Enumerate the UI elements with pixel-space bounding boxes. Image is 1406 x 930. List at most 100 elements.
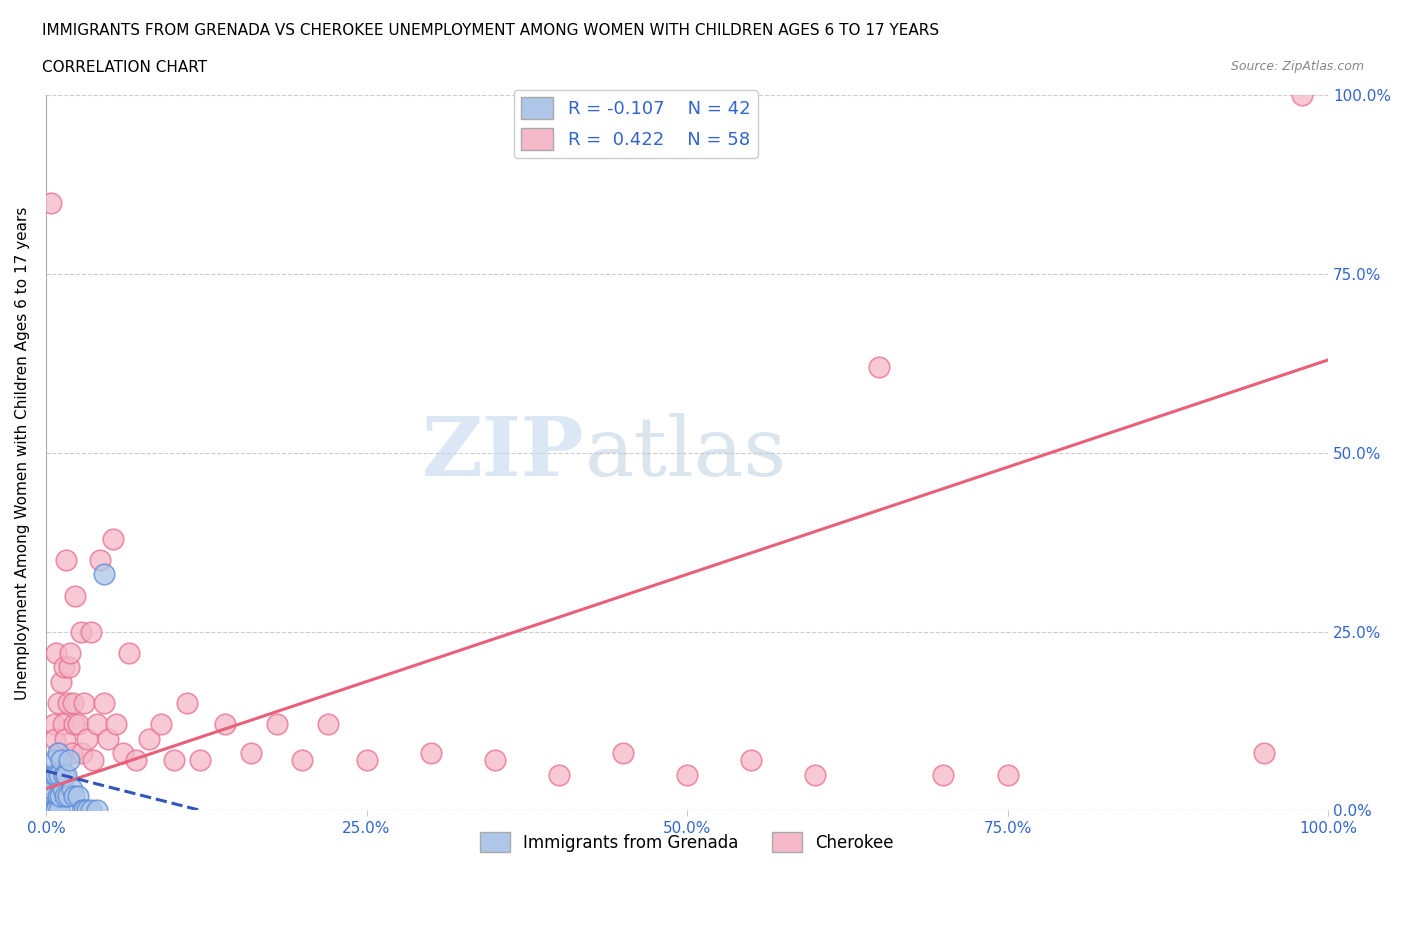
Point [188, 752, 211, 767]
Point [101, 531, 124, 546]
Point [163, 752, 186, 767]
Text: CORRELATION CHART: CORRELATION CHART [42, 60, 207, 75]
Point [44, 752, 66, 767]
Point [932, 767, 955, 782]
Point [69, 624, 91, 639]
Point [740, 752, 762, 767]
Point [37, 803, 59, 817]
Point [38, 803, 60, 817]
Point [93, 567, 115, 582]
Point [80, 624, 103, 639]
Point [125, 752, 148, 767]
Point [868, 360, 890, 375]
Point [37, 803, 59, 817]
Point [150, 717, 173, 732]
Point [105, 717, 128, 732]
Text: ZIP: ZIP [422, 413, 585, 493]
Point [997, 767, 1019, 782]
Point [62, 696, 84, 711]
Point [41, 781, 63, 796]
Point [44, 731, 66, 746]
Point [46, 696, 69, 711]
Point [65, 589, 87, 604]
Point [96, 731, 118, 746]
Point [38, 803, 60, 817]
Point [70, 803, 93, 817]
Point [266, 717, 288, 732]
Point [55, 767, 77, 782]
Point [37, 803, 59, 817]
Point [44, 803, 66, 817]
Point [45, 645, 67, 660]
Point [86, 717, 108, 732]
Point [41, 803, 63, 817]
Point [176, 696, 198, 711]
Point [612, 746, 634, 761]
Point [39, 803, 62, 817]
Text: IMMIGRANTS FROM GRENADA VS CHEROKEE UNEMPLOYMENT AMONG WOMEN WITH CHILDREN AGES : IMMIGRANTS FROM GRENADA VS CHEROKEE UNEM… [42, 23, 939, 38]
Point [111, 746, 134, 761]
Point [484, 752, 506, 767]
Point [53, 789, 76, 804]
Point [49, 789, 72, 804]
Point [39, 803, 62, 817]
Point [48, 803, 70, 817]
Y-axis label: Unemployment Among Women with Children Ages 6 to 17 years: Unemployment Among Women with Children A… [15, 206, 30, 699]
Point [56, 696, 79, 711]
Point [59, 645, 82, 660]
Point [46, 789, 69, 804]
Point [1253, 746, 1275, 761]
Point [291, 752, 314, 767]
Point [42, 767, 65, 782]
Point [51, 674, 73, 689]
Point [48, 746, 70, 761]
Point [60, 746, 83, 761]
Point [63, 717, 86, 732]
Point [1291, 88, 1313, 103]
Point [35, 803, 58, 817]
Point [52, 781, 75, 796]
Point [45, 767, 67, 782]
Point [55, 552, 77, 567]
Point [38, 803, 60, 817]
Point [419, 746, 441, 761]
Point [804, 767, 827, 782]
Point [45, 803, 67, 817]
Point [48, 767, 70, 782]
Point [70, 746, 93, 761]
Point [93, 696, 115, 711]
Point [38, 803, 60, 817]
Point [316, 717, 339, 732]
Point [42, 717, 65, 732]
Point [89, 552, 111, 567]
Point [52, 717, 75, 732]
Point [356, 752, 378, 767]
Point [56, 789, 79, 804]
Point [42, 803, 65, 817]
Point [58, 752, 80, 767]
Point [37, 803, 59, 817]
Point [66, 789, 89, 804]
Point [60, 781, 83, 796]
Point [138, 731, 160, 746]
Point [676, 767, 699, 782]
Point [46, 746, 69, 761]
Point [39, 789, 62, 804]
Point [66, 717, 89, 732]
Point [51, 752, 73, 767]
Point [52, 660, 75, 675]
Point [73, 803, 96, 817]
Point [53, 731, 76, 746]
Point [73, 696, 96, 711]
Text: Source: ZipAtlas.com: Source: ZipAtlas.com [1230, 60, 1364, 73]
Legend: Immigrants from Grenada, Cherokee: Immigrants from Grenada, Cherokee [474, 826, 901, 859]
Point [82, 752, 104, 767]
Text: atlas: atlas [585, 413, 786, 493]
Point [240, 746, 263, 761]
Point [76, 803, 98, 817]
Point [52, 767, 75, 782]
Point [547, 767, 569, 782]
Point [214, 717, 236, 732]
Point [39, 195, 62, 210]
Point [38, 803, 60, 817]
